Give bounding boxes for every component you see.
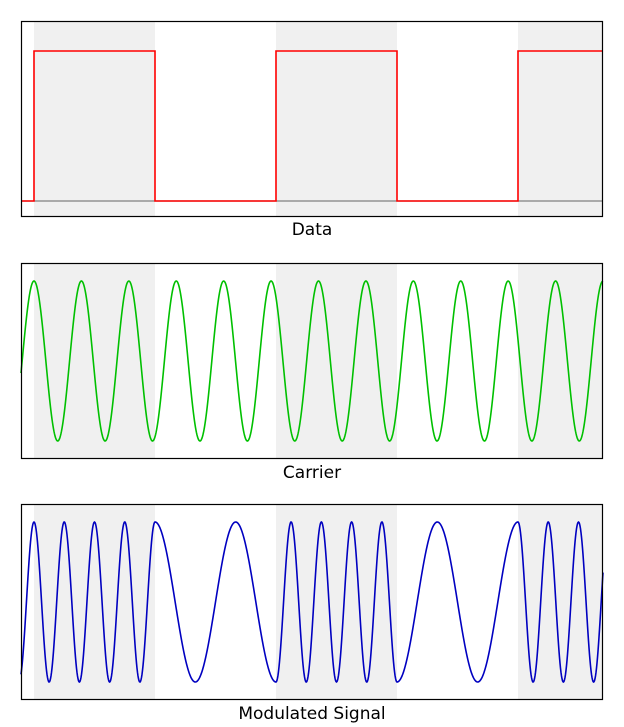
- carrier-label: Carrier: [282, 463, 342, 483]
- bit-shade-band: [518, 21, 603, 217]
- data-plot: [20, 20, 604, 218]
- data-label: Data: [291, 220, 333, 240]
- modulated-waveform: [20, 520, 604, 684]
- bit-shade-band: [34, 504, 155, 700]
- bit-shade-band: [276, 504, 397, 700]
- bit-shade-band: [518, 263, 603, 459]
- bit-shade-band: [34, 263, 155, 459]
- data-panel: [20, 20, 604, 218]
- bit-shade-band: [276, 263, 397, 459]
- plot-frame: [20, 262, 604, 460]
- bit-shade-band: [34, 21, 155, 217]
- data-waveform: [21, 50, 603, 202]
- plot-frame: [20, 20, 604, 218]
- carrier-panel: [20, 262, 604, 460]
- plot-frame: [20, 503, 604, 701]
- modulated-label: Modulated Signal: [238, 704, 386, 724]
- modulated-plot: [20, 503, 604, 701]
- carrier-waveform: [20, 280, 604, 442]
- carrier-plot: [20, 262, 604, 460]
- modulated-panel: [20, 503, 604, 701]
- bit-shade-band: [276, 21, 397, 217]
